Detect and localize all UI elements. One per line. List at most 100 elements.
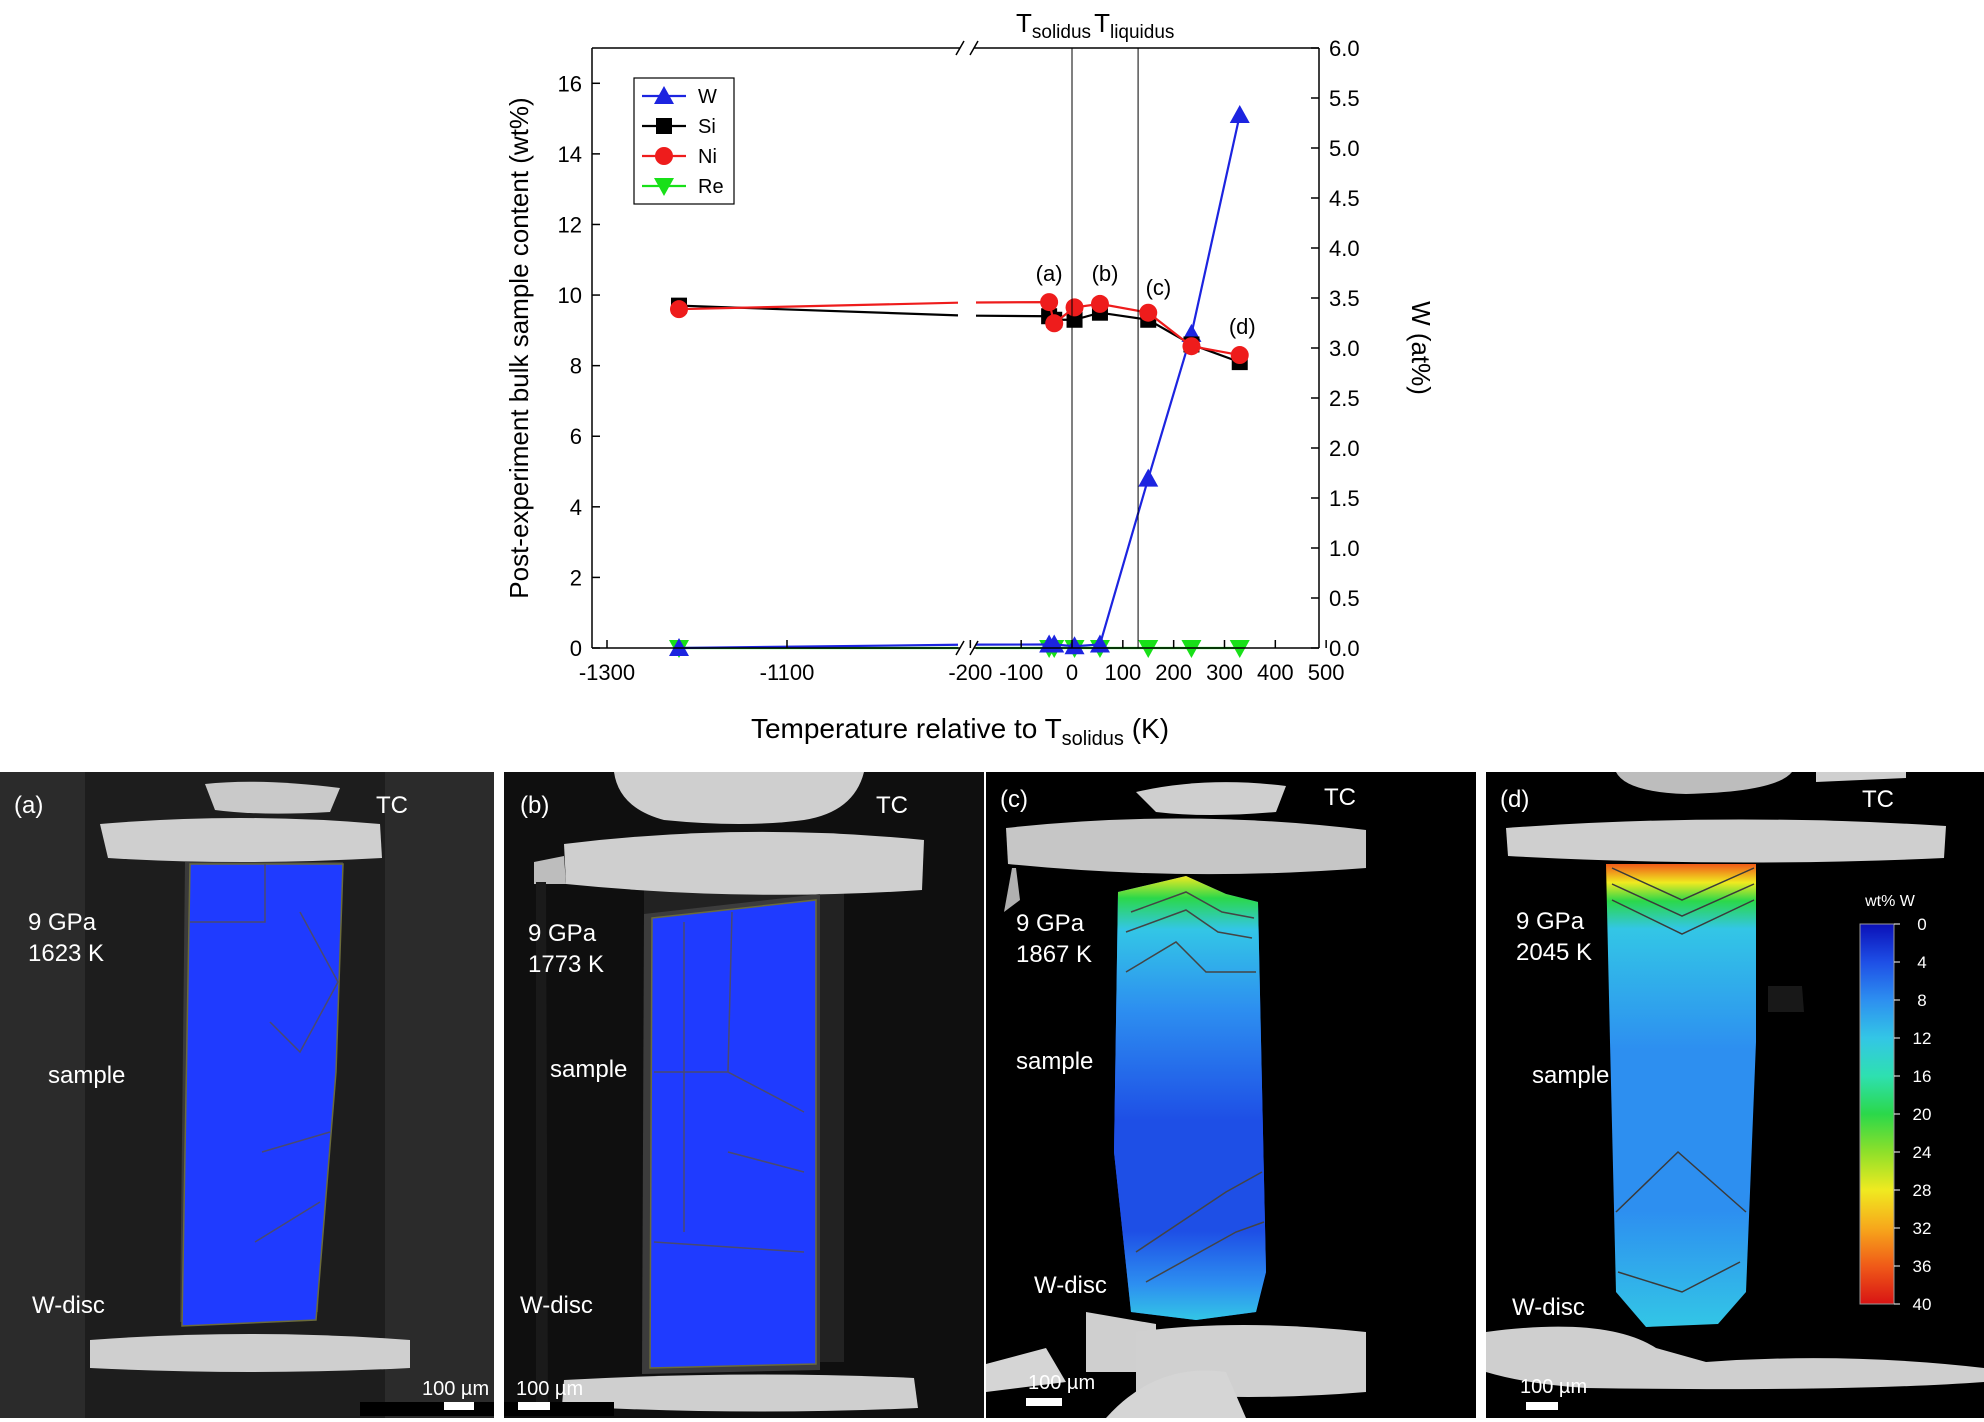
colorbar-title: wt% W: [1864, 893, 1916, 910]
wdisc-label: W-disc: [520, 1292, 593, 1319]
panel-a: (a) TC 9 GPa 1623 K sample W-disc 100 µm: [0, 772, 494, 1418]
y-right-tick-label: 4.5: [1329, 186, 1360, 211]
point-Ni: [1090, 294, 1109, 313]
y-left-tick-label: 12: [558, 212, 582, 237]
point-Re: [1181, 640, 1202, 658]
annotation-label: (d): [1229, 314, 1256, 339]
colorbar-tick-label: 32: [1913, 1219, 1932, 1238]
point-Ni: [1040, 293, 1059, 312]
panel-c-letter: (c): [1000, 786, 1028, 813]
x-tick-label: -1100: [760, 660, 815, 685]
sample-label: sample: [1532, 1062, 1610, 1089]
panel-a-scale-bar: [444, 1402, 474, 1410]
panel-b-pressure: 9 GPa: [528, 920, 597, 947]
wdisc-label: W-disc: [32, 1292, 105, 1319]
panel-c-pressure: 9 GPa: [1016, 910, 1085, 937]
panel-c-image: [986, 772, 1476, 1418]
tc-label: TC: [376, 792, 408, 819]
y-left-tick-label: 6: [570, 424, 582, 449]
axis-break-mark: [969, 640, 979, 656]
legend-marker-Si: [656, 118, 672, 134]
x-tick-label: 400: [1257, 660, 1294, 685]
x-tick-label: -200: [948, 660, 992, 685]
axis-break-mark: [955, 640, 965, 656]
panel-b-scale-bar: [518, 1402, 550, 1410]
panel-d-temperature: 2045 K: [1516, 939, 1593, 966]
vline-label-0: Tsolidus: [1016, 8, 1091, 43]
x-tick-label: -100: [999, 660, 1043, 685]
legend-marker-Ni: [655, 147, 673, 165]
axis-break-mark: [969, 40, 979, 56]
legend-label-Ni: Ni: [698, 146, 717, 168]
y-right-axis-label: W (at%): [1406, 301, 1436, 395]
y-right-tick-label: 1.5: [1329, 486, 1360, 511]
legend-label-Re: Re: [698, 176, 724, 198]
panel-b-letter: (b): [520, 792, 550, 819]
y-left-tick-label: 0: [570, 636, 582, 661]
annotation-label: (b): [1092, 261, 1119, 286]
wdisc-label: W-disc: [1512, 1294, 1585, 1321]
y-left-tick-label: 4: [570, 495, 582, 520]
y-left-tick-label: 14: [558, 142, 582, 167]
x-tick-label: 100: [1104, 660, 1141, 685]
colorbar-tick-label: 16: [1913, 1067, 1932, 1086]
x-tick-label: 500: [1308, 660, 1345, 685]
point-Re: [1229, 640, 1250, 658]
panel-a-pressure: 9 GPa: [28, 909, 97, 936]
y-right-tick-label: 5.5: [1329, 86, 1360, 111]
chart: (a) (b) (c) (d) 0 2 4 6 8 10 12 14 16 0.0 0.5 1.0 1.5 2.…: [504, 8, 1436, 750]
panel-b: (b) TC 9 GPa 1773 K sample W-disc 100 µm: [504, 772, 984, 1418]
point-W: [1138, 468, 1159, 487]
panel-c: (c) TC 9 GPa 1867 K sample W-disc 100 µm: [986, 772, 1476, 1418]
y-left-axis-label: Post-experiment bulk sample content (wt%…: [504, 97, 534, 598]
point-Ni: [1065, 298, 1084, 317]
y-right-tick-label: 0.5: [1329, 586, 1360, 611]
panel-a-letter: (a): [14, 792, 44, 819]
y-left-tick-label: 8: [570, 354, 582, 379]
x-tick-label: -1300: [579, 660, 635, 685]
y-right-tick-label: 2.5: [1329, 386, 1360, 411]
panel-c-scale-label: 100 µm: [1028, 1372, 1096, 1394]
y-left-tick-label: 16: [558, 71, 582, 96]
colorbar-tick-label: 12: [1913, 1029, 1932, 1048]
y-left-tick-label: 2: [570, 565, 582, 590]
panel-d: (d) TC 9 GPa 2045 K sample W-disc 100 µm…: [1486, 772, 1984, 1418]
sample-label: sample: [48, 1062, 126, 1089]
legend-label-Si: Si: [698, 116, 716, 138]
y-right-tick-label: 4.0: [1329, 236, 1360, 261]
panel-b-temperature: 1773 K: [528, 951, 605, 978]
point-W: [1064, 636, 1085, 655]
vline-label-1: Tliquidus: [1094, 8, 1174, 43]
colorbar-tick-label: 4: [1917, 953, 1926, 972]
panel-a-image: [0, 772, 494, 1418]
panel-c-scale-bar: [1026, 1398, 1062, 1406]
panel-d-scale-label: 100 µm: [1520, 1376, 1588, 1398]
panel-d-pressure: 9 GPa: [1516, 908, 1585, 935]
tc-label: TC: [876, 792, 908, 819]
panel-d-scale-bar: [1526, 1402, 1558, 1410]
sample-label: sample: [1016, 1048, 1094, 1075]
series-line-W: [975, 114, 1241, 648]
colorbar-tick-label: 20: [1913, 1105, 1932, 1124]
point-Ni: [670, 300, 688, 319]
panel-c-conditions: 9 GPa 1867 K: [1016, 908, 1092, 970]
y-right-tick-label: 2.0: [1329, 436, 1360, 461]
panel-b-scale-label: 100 µm: [516, 1378, 584, 1400]
tc-label: TC: [1324, 784, 1356, 811]
point-Ni: [1230, 346, 1249, 365]
legend: W Si Ni Re: [633, 77, 735, 205]
colorbar-tick-label: 0: [1917, 915, 1926, 934]
point-W: [669, 638, 689, 656]
annotation-label: (a): [1036, 261, 1063, 286]
x-tick-label: 200: [1155, 660, 1192, 685]
x-tick-label: 300: [1206, 660, 1243, 685]
legend-label-W: W: [698, 86, 717, 108]
panel-d-letter: (d): [1500, 786, 1530, 813]
y-right-tick-label: 1.0: [1329, 536, 1360, 561]
panel-c-temperature: 1867 K: [1016, 941, 1093, 968]
sample-label: sample: [550, 1056, 628, 1083]
chart-axes: 0 2 4 6 8 10 12 14 16 0.0 0.5 1.0 1.5 2.0 2.5 3.0 3.5 4.0…: [504, 8, 1436, 750]
point-Ni: [1139, 303, 1158, 322]
panel-b-conditions: 9 GPa 1773 K: [528, 918, 604, 980]
y-right-tick-label: 3.5: [1329, 286, 1360, 311]
